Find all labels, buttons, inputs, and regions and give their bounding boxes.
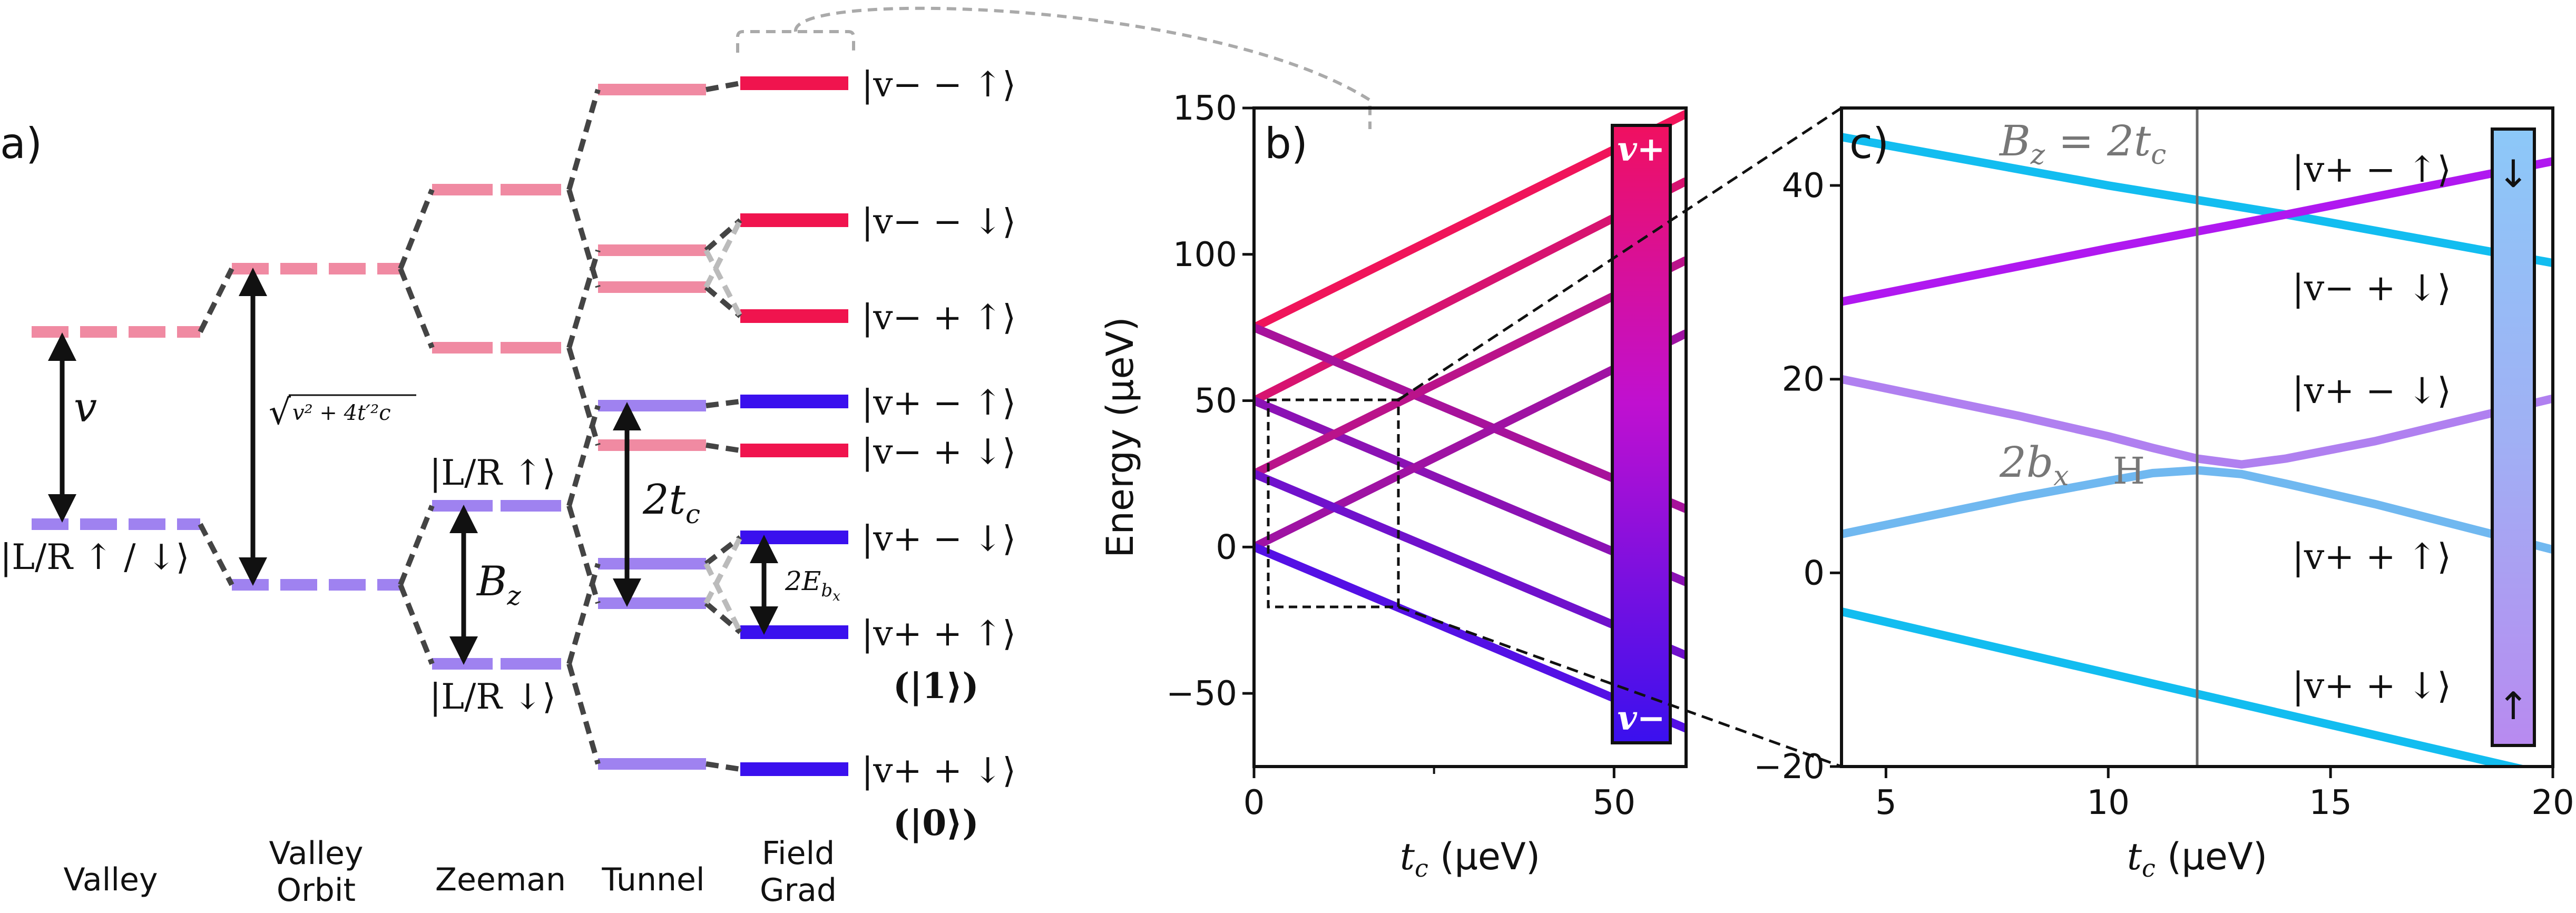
- panel-b-colorbar: [1611, 124, 1672, 744]
- panel-b-ticks: 0 50 −50 0 50 100 150: [1166, 89, 1635, 822]
- two-tc-label: 2tc: [642, 476, 700, 529]
- zoom-bracket-top: [736, 30, 855, 53]
- panel-b-zoom-box: [1267, 398, 1400, 608]
- x-tick-label: 10: [2087, 783, 2130, 822]
- state-label: |v− − ↑⟩: [861, 64, 1016, 105]
- panel-b-ylabel: Energy (μeV): [1099, 317, 1142, 557]
- y-tick-label: 20: [1782, 360, 1825, 399]
- state-label-c: |v+ − ↓⟩: [2292, 370, 2451, 412]
- panel-c-xlabel: tc (μeV): [2127, 835, 2267, 882]
- y-tick-label: 100: [1173, 235, 1237, 274]
- y-tick-label: 40: [1782, 166, 1825, 205]
- panel-b-frame: [1252, 106, 1688, 768]
- panel-b-chart: 0 50 −50 0 50 100 150 b) Energy (μeV) tc (μeV)…: [1099, 89, 1688, 882]
- y-tick-label: 0: [1803, 554, 1825, 593]
- two-ebx-label: 2Ebx: [785, 566, 840, 604]
- y-tick-label: 0: [1216, 528, 1237, 567]
- panel-a-level-diagram: a) v |L/R ↑ / ↓⟩ √ v² + 4t′²c |L/R ↑⟩ |L…: [0, 6, 1372, 909]
- state-label: |v+ − ↓⟩: [861, 518, 1016, 559]
- y-tick-label: 150: [1173, 89, 1237, 128]
- zoom-connector-curve: [794, 6, 1372, 129]
- state-label: |v− − ↓⟩: [861, 201, 1016, 242]
- state-label: |v+ + ↓⟩: [861, 750, 1016, 791]
- lr-up-label: |L/R ↑⟩: [429, 453, 556, 493]
- mixing-connectors-grey: [703, 219, 743, 634]
- sqrt-symbol: √: [269, 392, 291, 433]
- stage-labels: Valley Valley Orbit Zeeman Tunnel Field Gr…: [64, 835, 837, 909]
- state-label: |v+ − ↑⟩: [861, 382, 1016, 423]
- colorbar-c-top: ↓: [2497, 152, 2529, 196]
- stage-label-field-grad: Field Grad: [760, 835, 837, 909]
- state-label-c: |v− + ↓⟩: [2292, 268, 2451, 309]
- x-tick-label: 0: [1243, 783, 1265, 822]
- state-label: |v− + ↓⟩: [861, 431, 1016, 472]
- state-label-c: |v+ + ↓⟩: [2292, 665, 2451, 707]
- zoom-line-bottom: [1398, 605, 1842, 768]
- x-tick-label: 15: [2309, 783, 2352, 822]
- v-label: v: [74, 384, 97, 431]
- panel-b-xlabel: tc (μeV): [1400, 835, 1540, 882]
- state-labels: |v− − ↑⟩ |v− − ↓⟩ |v− + ↑⟩ |v+ − ↑⟩ |v− …: [861, 64, 1016, 843]
- panel-c-state-labels: |v+ − ↑⟩ |v− + ↓⟩ |v+ − ↓⟩ |v+ + ↑⟩ |v+ …: [2292, 149, 2451, 707]
- mixing-connectors: [704, 218, 742, 634]
- qubit-label-0: (|0⟩): [893, 802, 979, 843]
- qubit-label-1: (|1⟩): [893, 665, 979, 706]
- state-label-c: |v+ + ↑⟩: [2292, 536, 2451, 578]
- state-label: |v− + ↑⟩: [861, 297, 1016, 338]
- x-tick-label: 50: [1593, 783, 1635, 822]
- sqrt-argument: v² + 4t′²c: [292, 401, 391, 425]
- valley-state-label: |L/R ↑ / ↓⟩: [0, 537, 190, 577]
- x-tick-label: 20: [2531, 783, 2574, 822]
- panel-c-colorbar: [2491, 127, 2536, 747]
- colorbar-c-bottom: ↑: [2497, 684, 2529, 728]
- panel-c-chart: 5 10 15 20 −20 0 20 40 c) tc (μeV) Bz = 2tc 2bx…: [1754, 106, 2574, 882]
- level-connectors: [198, 81, 741, 772]
- gap-glyph: H: [2113, 449, 2145, 493]
- state-label-c: |v+ − ↑⟩: [2292, 149, 2451, 191]
- stage-label-valley: Valley: [64, 861, 158, 898]
- stage-label-zeeman: Zeeman: [435, 861, 566, 898]
- stage-label-tunnel: Tunnel: [601, 861, 704, 898]
- y-tick-label: −20: [1754, 748, 1825, 787]
- lr-down-label: |L/R ↓⟩: [429, 676, 556, 717]
- x-tick-label: 5: [1875, 783, 1897, 822]
- vline-label: Bz = 2tc: [1999, 116, 2166, 171]
- gap-label: 2bx: [1999, 438, 2069, 492]
- panel-b-label: b): [1265, 119, 1308, 168]
- y-tick-label: 50: [1194, 382, 1237, 421]
- panel-c-ticks: 5 10 15 20 −20 0 20 40: [1754, 166, 2574, 822]
- panel-c-label: c): [1849, 119, 1889, 168]
- stage-label-valley-orbit: Valley Orbit: [269, 835, 364, 909]
- bz-label: Bz: [476, 558, 521, 611]
- state-label: |v+ + ↑⟩: [861, 613, 1016, 654]
- panel-a-label: a): [0, 119, 42, 168]
- colorbar-b-top: v+: [1618, 130, 1666, 169]
- y-tick-label: −50: [1166, 674, 1237, 713]
- panel-c-frame: [1840, 106, 2554, 768]
- colorbar-b-bottom: v−: [1618, 699, 1666, 738]
